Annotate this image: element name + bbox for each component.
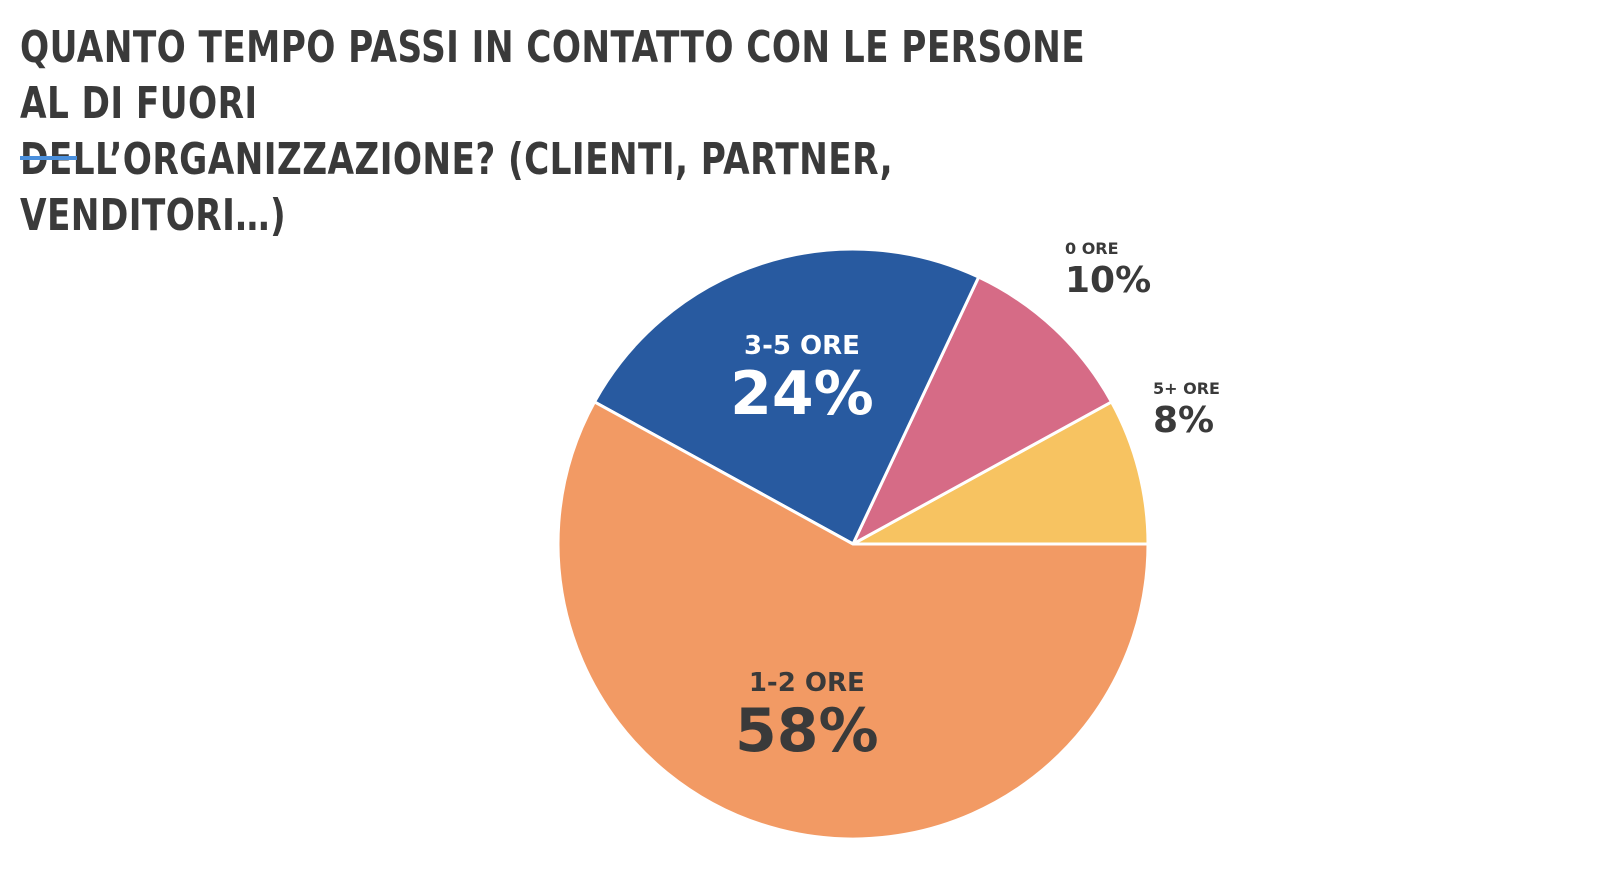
pie-slice-3-5-ore bbox=[592, 247, 981, 547]
slice-label-1-2-ore: 1-2 ORE bbox=[749, 668, 865, 698]
slice-value-5-ore: 8% bbox=[1153, 400, 1214, 441]
slice-value-3-5-ore: 24% bbox=[730, 359, 874, 429]
chart-title-line-1: QUANTO TEMPO PASSI IN CONTATTO CON LE PE… bbox=[20, 22, 1086, 129]
slice-label-5-ore: 5+ ORE bbox=[1153, 379, 1220, 398]
slice-label-0-ore: 0 ORE bbox=[1065, 239, 1119, 258]
pie-slice-0-ore bbox=[849, 275, 1114, 548]
title-accent-bar bbox=[20, 156, 77, 160]
pie-slices bbox=[556, 247, 1150, 841]
pie-slice-5-ore bbox=[852, 399, 1150, 546]
chart-title-line-2: DELL’ORGANIZZAZIONE? (CLIENTI, PARTNER, … bbox=[20, 134, 894, 241]
slice-value-1-2-ore: 58% bbox=[735, 696, 879, 766]
slice-value-0-ore: 10% bbox=[1065, 260, 1151, 301]
chart-title: QUANTO TEMPO PASSI IN CONTATTO CON LE PE… bbox=[20, 20, 1112, 244]
slice-label-3-5-ore: 3-5 ORE bbox=[744, 331, 860, 361]
pie-slice-1-2-ore bbox=[556, 399, 1150, 841]
